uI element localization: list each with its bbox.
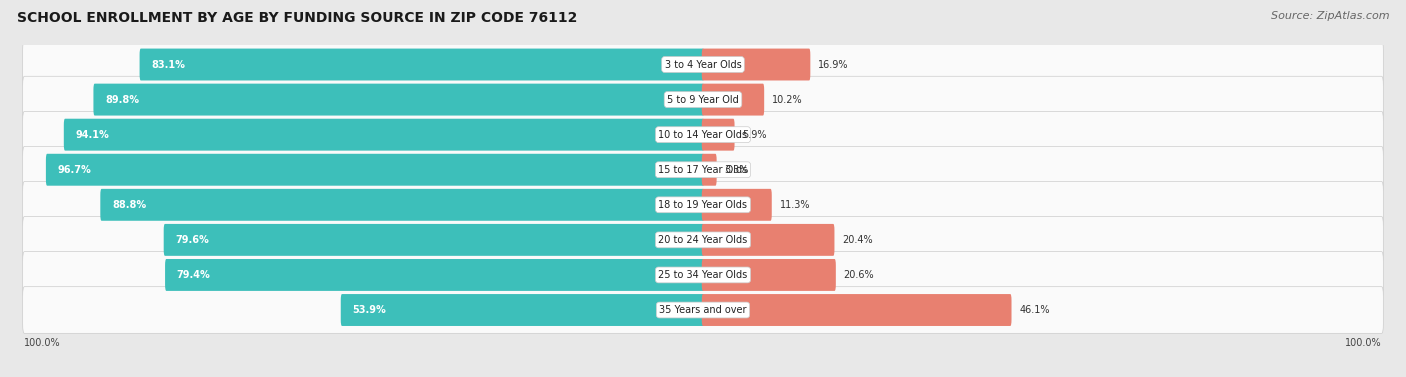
FancyBboxPatch shape [22, 287, 1384, 333]
FancyBboxPatch shape [63, 119, 704, 151]
Text: 46.1%: 46.1% [1019, 305, 1050, 315]
Text: SCHOOL ENROLLMENT BY AGE BY FUNDING SOURCE IN ZIP CODE 76112: SCHOOL ENROLLMENT BY AGE BY FUNDING SOUR… [17, 11, 578, 25]
Text: 3.3%: 3.3% [724, 165, 749, 175]
Text: 18 to 19 Year Olds: 18 to 19 Year Olds [658, 200, 748, 210]
Text: 88.8%: 88.8% [112, 200, 146, 210]
Text: 3 to 4 Year Olds: 3 to 4 Year Olds [665, 60, 741, 69]
Text: 10.2%: 10.2% [772, 95, 803, 104]
Text: 83.1%: 83.1% [152, 60, 186, 69]
Text: 11.3%: 11.3% [779, 200, 810, 210]
Text: 5.9%: 5.9% [742, 130, 766, 139]
Text: 79.4%: 79.4% [177, 270, 211, 280]
Text: 20 to 24 Year Olds: 20 to 24 Year Olds [658, 235, 748, 245]
Text: 79.6%: 79.6% [176, 235, 209, 245]
FancyBboxPatch shape [22, 111, 1384, 158]
Text: 5 to 9 Year Old: 5 to 9 Year Old [666, 95, 740, 104]
FancyBboxPatch shape [22, 146, 1384, 193]
Text: 35 Years and over: 35 Years and over [659, 305, 747, 315]
FancyBboxPatch shape [702, 294, 1011, 326]
FancyBboxPatch shape [165, 259, 704, 291]
Text: 15 to 17 Year Olds: 15 to 17 Year Olds [658, 165, 748, 175]
Text: 20.6%: 20.6% [844, 270, 875, 280]
FancyBboxPatch shape [702, 224, 834, 256]
FancyBboxPatch shape [702, 84, 765, 116]
FancyBboxPatch shape [702, 49, 810, 80]
FancyBboxPatch shape [702, 189, 772, 221]
Text: 100.0%: 100.0% [1346, 338, 1382, 348]
Text: 10 to 14 Year Olds: 10 to 14 Year Olds [658, 130, 748, 139]
Text: 96.7%: 96.7% [58, 165, 91, 175]
Text: 25 to 34 Year Olds: 25 to 34 Year Olds [658, 270, 748, 280]
FancyBboxPatch shape [702, 259, 835, 291]
Text: 94.1%: 94.1% [76, 130, 110, 139]
FancyBboxPatch shape [22, 181, 1384, 228]
Text: 100.0%: 100.0% [24, 338, 60, 348]
FancyBboxPatch shape [702, 154, 717, 186]
FancyBboxPatch shape [22, 76, 1384, 123]
FancyBboxPatch shape [139, 49, 704, 80]
FancyBboxPatch shape [163, 224, 704, 256]
FancyBboxPatch shape [22, 216, 1384, 263]
Text: 20.4%: 20.4% [842, 235, 873, 245]
Text: 53.9%: 53.9% [353, 305, 387, 315]
FancyBboxPatch shape [22, 41, 1384, 88]
Text: 89.8%: 89.8% [105, 95, 139, 104]
FancyBboxPatch shape [340, 294, 704, 326]
Text: 16.9%: 16.9% [818, 60, 849, 69]
Text: Source: ZipAtlas.com: Source: ZipAtlas.com [1271, 11, 1389, 21]
FancyBboxPatch shape [46, 154, 704, 186]
FancyBboxPatch shape [22, 251, 1384, 298]
FancyBboxPatch shape [100, 189, 704, 221]
FancyBboxPatch shape [702, 119, 734, 151]
FancyBboxPatch shape [93, 84, 704, 116]
